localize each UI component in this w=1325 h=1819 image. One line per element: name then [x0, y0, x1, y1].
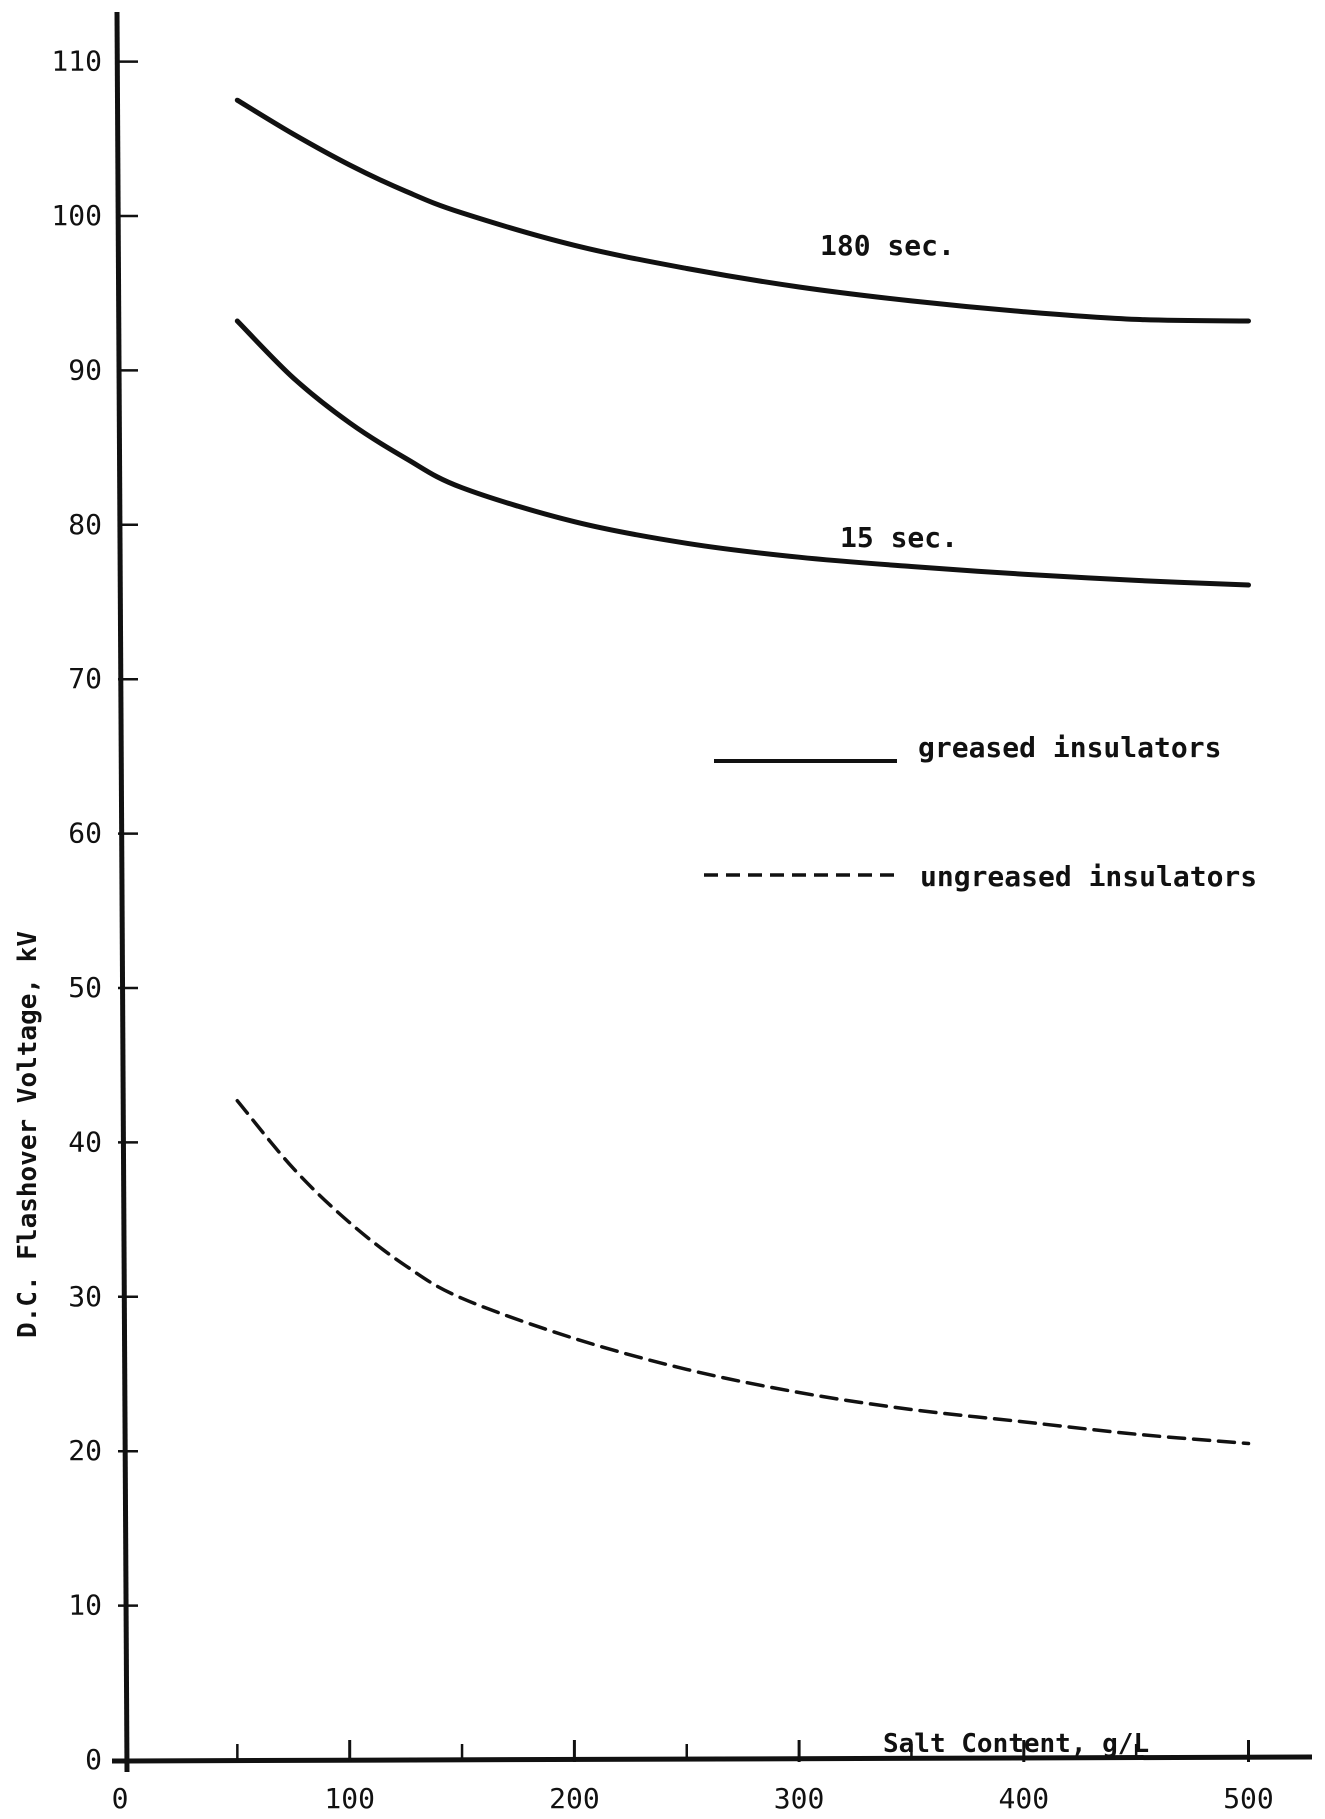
series-lines	[234, 97, 1251, 1446]
ticks: 0 10 20 30 40 50 60 70 80 90 100 110 0 100 200 300 400 50…	[51, 45, 1273, 1815]
y-axis-label: D.C. Flashover Voltage, kV	[13, 931, 43, 1338]
legend-label-greased: greased insulators	[918, 731, 1221, 764]
legend: greased insulators ungreased insulators	[704, 731, 1257, 893]
y-tick-label-110: 110	[51, 45, 102, 78]
x-tick-label-400: 400	[999, 1782, 1050, 1815]
axes	[111, 11, 1313, 1773]
y-tick-label-80: 80	[68, 508, 102, 541]
y-tick-label-100: 100	[51, 199, 102, 232]
y-tick-label-0: 0	[85, 1743, 102, 1776]
y-tick-label-30: 30	[68, 1280, 102, 1313]
x-tick-label-100: 100	[324, 1782, 375, 1815]
y-tick-label-60: 60	[68, 817, 102, 850]
y-tick-label-40: 40	[68, 1125, 102, 1158]
x-axis-line	[111, 1754, 1313, 1764]
series-line-180-sec	[234, 97, 1251, 324]
y-tick-label-70: 70	[68, 662, 102, 695]
y-tick-label-90: 90	[68, 353, 102, 386]
x-tick-label-200: 200	[549, 1782, 600, 1815]
y-tick-label-50: 50	[68, 971, 102, 1004]
x-tick-label-0: 0	[112, 1782, 129, 1815]
series-label-15-sec: 15 sec.	[840, 521, 958, 554]
x-axis-label: Salt Content, g/L	[883, 1729, 1149, 1759]
series-label-180-sec: 180 sec.	[820, 229, 955, 262]
series-line-15-sec	[234, 318, 1251, 588]
y-tick-label-20: 20	[68, 1434, 102, 1467]
x-tick-label-500: 500	[1223, 1782, 1274, 1815]
x-tick-label-300: 300	[774, 1782, 825, 1815]
y-tick-label-10: 10	[68, 1589, 102, 1622]
series-line-ungreased-insulators	[235, 1098, 1251, 1446]
curve-labels: 180 sec. 15 sec.	[820, 229, 958, 554]
y-axis-line	[114, 11, 130, 1773]
legend-label-ungreased: ungreased insulators	[920, 860, 1257, 893]
